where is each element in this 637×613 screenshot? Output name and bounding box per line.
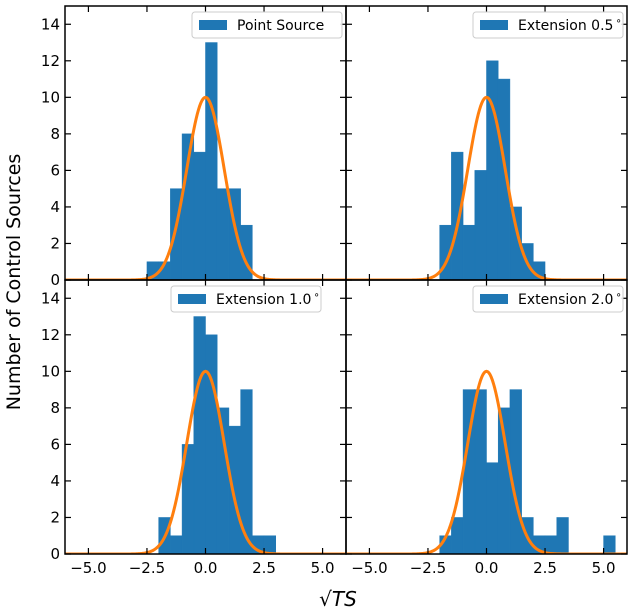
x-tick-label: −2.5 bbox=[129, 559, 165, 577]
y-tick-label: 8 bbox=[50, 125, 60, 143]
legend-label: Extension 2.0 ∘ bbox=[518, 290, 622, 308]
legend-box bbox=[170, 285, 322, 313]
legend: Extension 1.0 ∘ bbox=[170, 285, 322, 313]
x-tick-label: −5.0 bbox=[351, 559, 387, 577]
legend-swatch bbox=[178, 294, 206, 304]
histogram-bar bbox=[544, 535, 558, 554]
legend-box bbox=[472, 285, 624, 313]
histogram-bar bbox=[486, 462, 499, 554]
y-tick-label: 10 bbox=[41, 88, 60, 106]
y-tick-label: 0 bbox=[50, 271, 60, 289]
legend: Extension 2.0 ∘ bbox=[472, 285, 624, 313]
gaussian-fit-curve bbox=[65, 369, 346, 554]
histogram-panel-3: −5.0 −2.5 0.0 2.5 5.0 0 2 4 6 8 10 12 14 Extension 1.… bbox=[41, 279, 347, 577]
histogram-bar bbox=[486, 60, 499, 280]
legend: Point Source bbox=[191, 11, 343, 39]
histogram-bar bbox=[451, 517, 464, 554]
panels: 0 2 4 6 8 10 12 14 Point Source Extension 0.5 ∘ −5.… bbox=[41, 5, 628, 577]
y-tick-label: 12 bbox=[41, 326, 60, 344]
histogram-bar bbox=[263, 535, 276, 554]
x-axis-label: √TS bbox=[319, 587, 357, 611]
gaussian-fit-curve bbox=[346, 95, 627, 280]
histogram-bar bbox=[603, 535, 616, 554]
y-tick-label: 8 bbox=[50, 399, 60, 417]
x-tick-label: 0.0 bbox=[194, 559, 218, 577]
legend-box bbox=[191, 11, 343, 39]
legend-box bbox=[472, 11, 624, 39]
legend-label: Extension 0.5 ∘ bbox=[518, 16, 622, 34]
histogram-panel-1: 0 2 4 6 8 10 12 14 Point Source bbox=[41, 5, 347, 289]
y-tick-label: 2 bbox=[50, 508, 60, 526]
legend-swatch bbox=[199, 20, 227, 30]
histogram-panel-4: −5.0 −2.5 0.0 2.5 5.0 Extension 2.0 ∘ bbox=[345, 279, 628, 577]
histogram-bar bbox=[474, 170, 487, 280]
legend-label: Extension 1.0 ∘ bbox=[216, 290, 320, 308]
y-tick-label: 4 bbox=[50, 198, 60, 216]
histogram-bar bbox=[451, 151, 464, 280]
histogram-bar bbox=[240, 389, 253, 554]
y-axis-label: Number of Control Sources bbox=[3, 154, 25, 411]
histogram-bar bbox=[193, 151, 206, 280]
x-tick-label: 5.0 bbox=[311, 559, 335, 577]
histogram-bar bbox=[474, 389, 487, 554]
histogram-bar bbox=[205, 334, 218, 554]
y-tick-label: 6 bbox=[50, 161, 60, 179]
y-tick-label: 10 bbox=[41, 362, 60, 380]
y-tick-label: 14 bbox=[41, 15, 60, 33]
histogram-bar bbox=[462, 224, 476, 280]
histogram-bar bbox=[556, 517, 569, 554]
histogram-bar bbox=[205, 42, 218, 280]
legend-swatch bbox=[480, 294, 508, 304]
y-tick-label: 12 bbox=[41, 52, 60, 70]
y-tick-label: 14 bbox=[41, 289, 60, 307]
gaussian-fit-curve bbox=[346, 369, 627, 554]
legend: Extension 0.5 ∘ bbox=[472, 11, 624, 39]
x-tick-label: 2.5 bbox=[252, 559, 276, 577]
histogram-panel-2: Extension 0.5 ∘ bbox=[345, 5, 628, 281]
y-tick-label: 0 bbox=[50, 545, 60, 563]
y-tick-label: 2 bbox=[50, 234, 60, 252]
histogram-bar bbox=[170, 535, 183, 554]
histogram-bar bbox=[228, 425, 241, 554]
y-tick-label: 4 bbox=[50, 472, 60, 490]
x-tick-label: −5.0 bbox=[70, 559, 106, 577]
histogram-bar bbox=[497, 78, 511, 280]
histogram-bar bbox=[193, 316, 206, 554]
x-tick-label: 5.0 bbox=[592, 559, 616, 577]
legend-swatch bbox=[480, 20, 508, 30]
y-tick-label: 6 bbox=[50, 435, 60, 453]
histogram-bar bbox=[216, 188, 230, 280]
x-tick-label: −2.5 bbox=[410, 559, 446, 577]
x-tick-label: 2.5 bbox=[533, 559, 557, 577]
legend-label: Point Source bbox=[237, 18, 324, 34]
x-tick-label: 0.0 bbox=[475, 559, 499, 577]
gaussian-fit-curve bbox=[65, 95, 346, 280]
